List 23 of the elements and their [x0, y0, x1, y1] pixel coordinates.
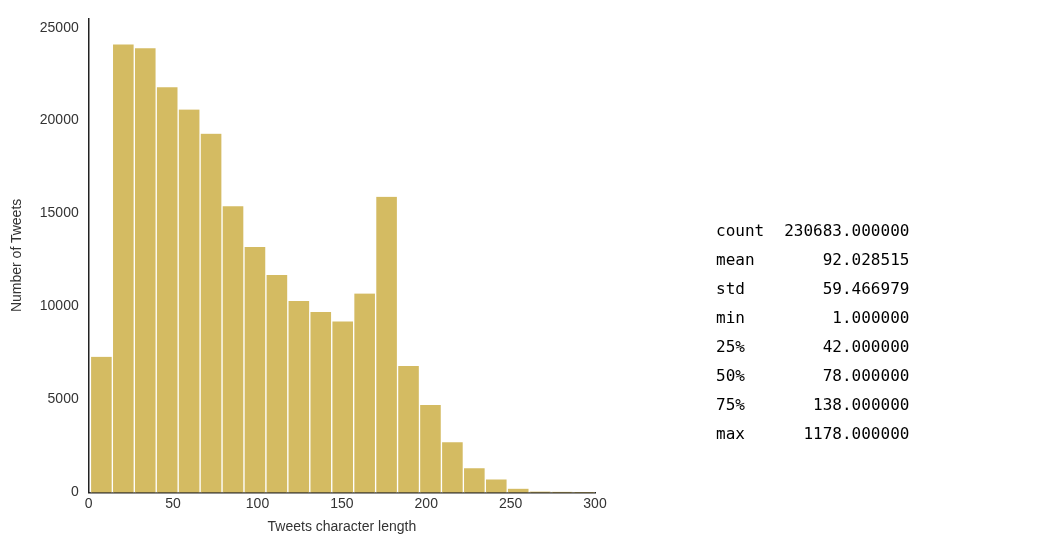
x-tick-label: 100	[245, 494, 270, 511]
text: 75% 138.000000	[716, 395, 910, 414]
y-tick-label: 10000	[39, 297, 79, 314]
y-tick-label: 20000	[39, 111, 79, 128]
y-tick-label: 25000	[39, 18, 79, 35]
y-tick-label: 5000	[47, 390, 79, 407]
text: 25% 42.000000	[716, 337, 910, 356]
x-tick-label: 50	[165, 494, 182, 511]
text: min 1.000000	[716, 308, 910, 327]
y-axis-title: Number of Tweets	[8, 198, 25, 313]
x-tick-label: 200	[414, 494, 439, 511]
text: std 59.466979	[716, 279, 910, 298]
y-tick-label: 15000	[39, 204, 79, 221]
x-axis-title: Tweets character length	[267, 518, 417, 535]
text: 50% 78.000000	[716, 366, 910, 385]
x-tick-label: 150	[330, 494, 354, 511]
text: max 1178.000000	[716, 424, 910, 443]
x-tick-label: 250	[498, 494, 523, 511]
text: count 230683.000000	[716, 221, 910, 240]
y-tick-label: 0	[70, 483, 79, 500]
x-tick-label: 0	[84, 494, 93, 511]
text: mean 92.028515	[716, 250, 910, 269]
x-tick-label: 300	[583, 494, 607, 511]
